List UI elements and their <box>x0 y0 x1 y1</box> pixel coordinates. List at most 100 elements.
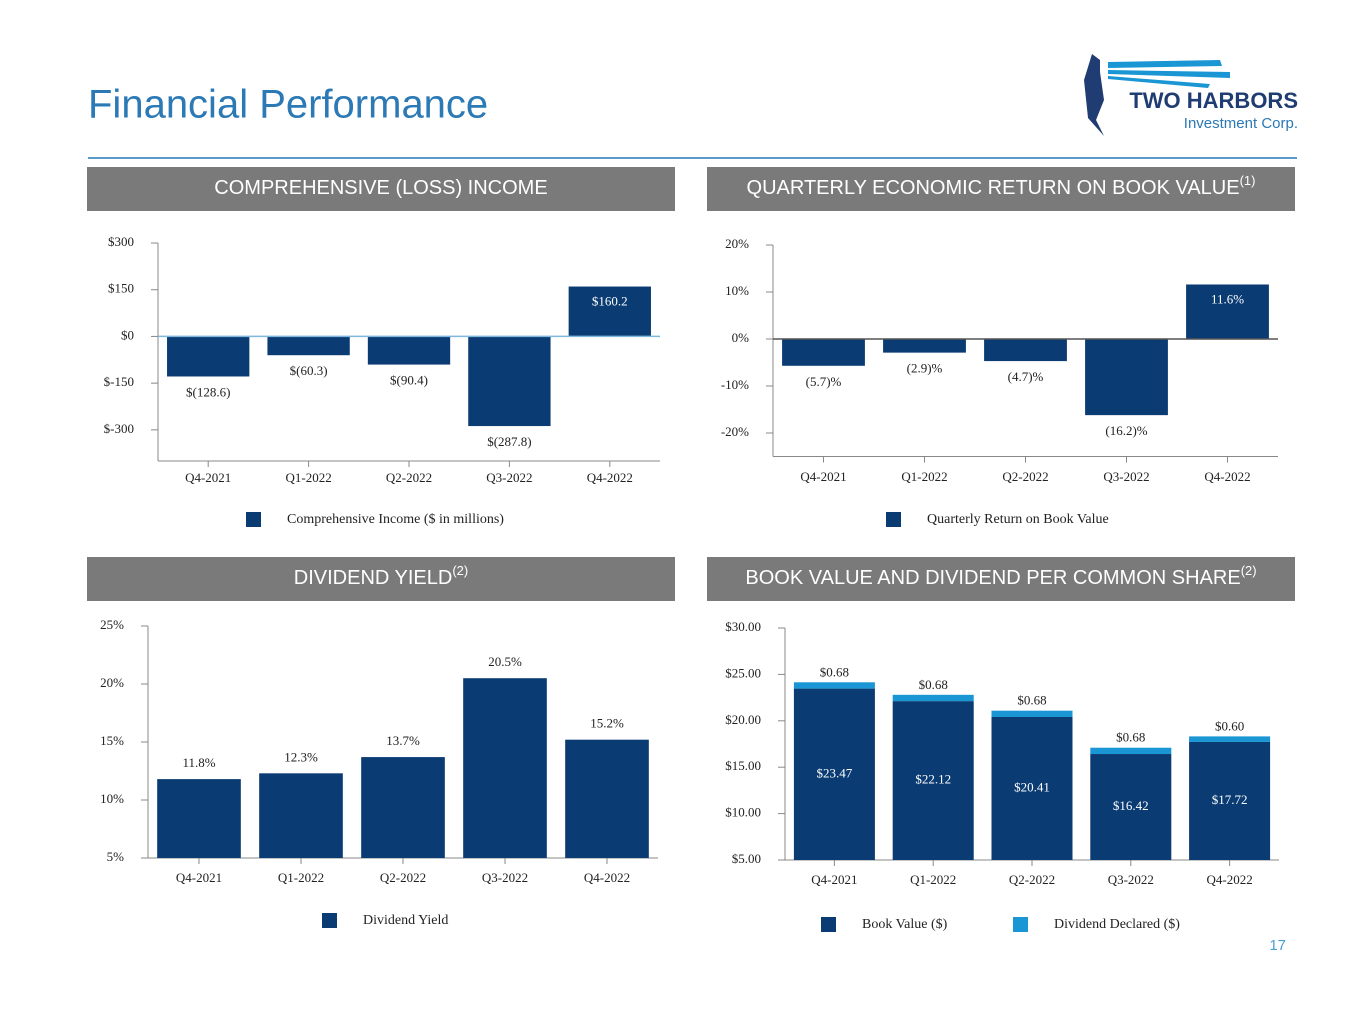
x-tick-label: Q1-2022 <box>910 872 956 887</box>
panel-title-text: BOOK VALUE AND DIVIDEND PER COMMON SHARE <box>745 567 1240 589</box>
logo-sub: Investment Corp. <box>1184 115 1298 132</box>
panel-title-text: QUARTERLY ECONOMIC RETURN ON BOOK VALUE <box>747 177 1240 199</box>
x-tick-label: Q4-2022 <box>1206 872 1252 887</box>
x-tick-label: Q2-2022 <box>380 870 426 885</box>
bar <box>892 701 974 860</box>
logo-name: TWO HARBORS <box>1129 88 1298 113</box>
value-label: $17.72 <box>1212 792 1248 807</box>
panel-title-note: (2) <box>1241 563 1257 578</box>
value-label: (16.2)% <box>1105 423 1147 438</box>
panel-header <box>87 167 675 211</box>
x-tick-label: Q1-2022 <box>278 870 324 885</box>
x-tick-label: Q4-2021 <box>176 870 222 885</box>
bar <box>1085 339 1168 416</box>
legend-label: Dividend Declared ($) <box>1054 917 1180 932</box>
legend-label: Dividend Yield <box>363 913 448 928</box>
logo-beam <box>1108 60 1222 68</box>
bar <box>793 682 875 689</box>
panel-title-text: DIVIDEND YIELD <box>294 567 453 589</box>
value-label: 20.5% <box>488 654 522 669</box>
logo-lighthouse <box>1084 54 1104 136</box>
panel-title: BOOK VALUE AND DIVIDEND PER COMMON SHARE… <box>745 563 1256 589</box>
bar <box>793 688 875 860</box>
bar <box>468 336 551 427</box>
x-tick-label: Q3-2022 <box>1103 469 1149 484</box>
x-tick-label: Q4-2022 <box>1204 469 1250 484</box>
panel-header <box>707 557 1295 601</box>
y-tick-label: -10% <box>721 377 749 392</box>
value-label: $16.42 <box>1113 798 1149 813</box>
bar <box>991 716 1073 860</box>
panel-title-text: COMPREHENSIVE (LOSS) INCOME <box>214 177 547 199</box>
legend-label: Book Value ($) <box>862 917 948 932</box>
legend-swatch <box>1013 917 1028 932</box>
y-tick-label: 10% <box>100 791 124 806</box>
x-tick-label: Q3-2022 <box>1108 872 1154 887</box>
y-tick-label: 0% <box>732 330 750 345</box>
x-tick-label: Q3-2022 <box>486 470 532 485</box>
bar <box>883 339 966 353</box>
bar <box>565 739 649 858</box>
x-tick-label: Q1-2022 <box>285 470 331 485</box>
bar <box>1189 736 1271 742</box>
x-tick-label: Q4-2021 <box>811 872 857 887</box>
bar <box>568 286 651 337</box>
legend-label: Quarterly Return on Book Value <box>927 512 1109 527</box>
x-tick-label: Q3-2022 <box>482 870 528 885</box>
x-tick-label: Q4-2022 <box>587 470 633 485</box>
bar <box>267 336 350 356</box>
value-label: $0.68 <box>820 664 849 679</box>
value-label: 15.2% <box>590 716 624 731</box>
bar <box>361 757 445 858</box>
x-tick-label: Q2-2022 <box>386 470 432 485</box>
legend-swatch <box>322 913 337 928</box>
bar <box>782 339 865 366</box>
y-tick-label: $150 <box>108 281 134 296</box>
y-tick-label: 20% <box>100 675 124 690</box>
value-label: $0.60 <box>1215 718 1244 733</box>
value-label: $(90.4) <box>390 373 428 388</box>
x-tick-label: Q1-2022 <box>901 469 947 484</box>
logo-beam <box>1108 76 1210 88</box>
y-tick-label: 5% <box>107 849 125 864</box>
panel-title-note: (1) <box>1240 173 1256 188</box>
y-tick-label: $5.00 <box>732 851 761 866</box>
x-tick-label: Q4-2022 <box>584 870 630 885</box>
bar <box>892 694 974 702</box>
legend-swatch <box>886 512 901 527</box>
legend-swatch <box>821 917 836 932</box>
value-label: (5.7)% <box>806 374 842 389</box>
legend-swatch <box>246 512 261 527</box>
y-tick-label: $15.00 <box>725 758 761 773</box>
y-tick-label: 10% <box>725 283 749 298</box>
y-tick-label: $0 <box>121 327 134 342</box>
panel-title: COMPREHENSIVE (LOSS) INCOME <box>214 177 547 199</box>
panel-title: QUARTERLY ECONOMIC RETURN ON BOOK VALUE(… <box>747 173 1256 199</box>
value-label: $22.12 <box>915 772 951 787</box>
value-label: $(60.3) <box>290 363 328 378</box>
y-tick-label: 15% <box>100 733 124 748</box>
x-tick-label: Q4-2021 <box>185 470 231 485</box>
y-tick-label: $20.00 <box>725 712 761 727</box>
panel-title-note: (2) <box>452 563 468 578</box>
logo-beam <box>1108 70 1230 78</box>
value-label: $(128.6) <box>186 384 230 399</box>
x-tick-label: Q2-2022 <box>1009 872 1055 887</box>
y-tick-label: 20% <box>725 236 749 251</box>
bar <box>991 710 1073 717</box>
y-tick-label: $10.00 <box>725 805 761 820</box>
x-tick-label: Q2-2022 <box>1002 469 1048 484</box>
value-label: (4.7)% <box>1008 369 1044 384</box>
bar <box>1090 747 1172 755</box>
panel-title: DIVIDEND YIELD(2) <box>294 563 468 589</box>
y-tick-label: $25.00 <box>725 665 761 680</box>
value-label: 13.7% <box>386 733 420 748</box>
value-label: (2.9)% <box>907 361 943 376</box>
y-tick-label: $300 <box>108 234 134 249</box>
bar <box>259 773 343 858</box>
y-tick-label: $-150 <box>104 374 134 389</box>
bar <box>157 779 241 858</box>
page-number: 17 <box>1269 937 1286 954</box>
value-label: $23.47 <box>817 765 853 780</box>
